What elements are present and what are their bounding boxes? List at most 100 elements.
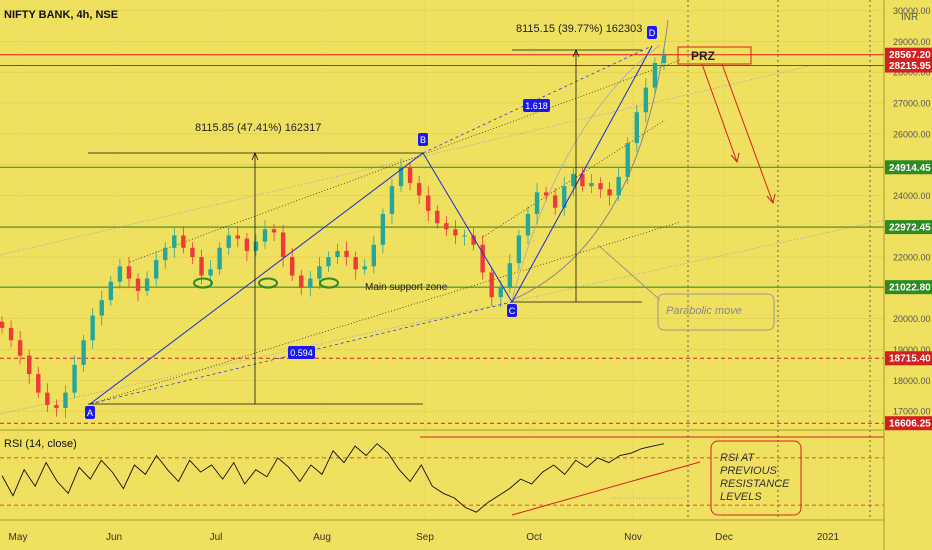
candle[interactable] — [371, 235, 377, 274]
candle[interactable] — [144, 271, 150, 297]
candle[interactable] — [634, 104, 639, 152]
candle-body — [235, 235, 240, 239]
candle[interactable] — [643, 78, 649, 123]
candle[interactable] — [598, 177, 603, 198]
candle[interactable] — [471, 228, 476, 251]
level-badge — [885, 280, 932, 295]
candle[interactable] — [543, 186, 549, 201]
candle-body — [380, 213, 386, 245]
candle[interactable] — [226, 228, 231, 255]
candle[interactable] — [326, 251, 331, 272]
candle[interactable] — [516, 229, 522, 271]
candle-body — [280, 232, 286, 258]
candle[interactable] — [90, 308, 95, 349]
candle-body — [8, 327, 14, 341]
candle[interactable] — [625, 137, 630, 185]
candle[interactable] — [552, 188, 558, 215]
candle[interactable] — [108, 276, 114, 306]
candle-body — [389, 186, 395, 214]
lower-trendline — [89, 221, 681, 405]
time-tick-label: Aug — [313, 532, 331, 543]
candle[interactable] — [308, 271, 313, 297]
time-axis[interactable]: May Jun Jul Aug Sep Oct Nov Dec 2021 — [0, 519, 884, 543]
candle[interactable] — [380, 208, 386, 254]
candle[interactable] — [389, 178, 395, 225]
candle[interactable] — [489, 266, 494, 306]
candle[interactable] — [344, 241, 349, 266]
candle[interactable] — [190, 242, 195, 265]
candle[interactable] — [126, 257, 132, 288]
candle[interactable] — [45, 383, 50, 413]
candle[interactable] — [407, 162, 413, 191]
candle[interactable] — [172, 228, 177, 258]
candle[interactable] — [398, 158, 404, 192]
candle[interactable] — [480, 235, 485, 280]
candle[interactable] — [426, 186, 431, 221]
candle[interactable] — [63, 385, 68, 419]
candle[interactable] — [416, 175, 422, 205]
candle[interactable] — [562, 176, 567, 217]
candle[interactable] — [289, 247, 295, 282]
candle[interactable] — [498, 280, 503, 308]
candle-body — [81, 340, 86, 365]
swing-label-box — [418, 133, 428, 146]
candle[interactable] — [99, 290, 104, 326]
candle[interactable] — [271, 223, 277, 242]
candle[interactable] — [507, 253, 513, 294]
candle[interactable] — [362, 258, 367, 275]
price-tick-label: 24000.00 — [893, 191, 931, 201]
candle[interactable] — [244, 233, 250, 262]
candle[interactable] — [580, 166, 585, 192]
candle[interactable] — [153, 250, 159, 286]
candle[interactable] — [444, 215, 449, 237]
price-tick-label: 22000.00 — [893, 253, 931, 263]
candle[interactable] — [135, 273, 141, 302]
candle[interactable] — [81, 334, 86, 372]
candlestick-series[interactable] — [0, 47, 667, 419]
support-touch-marker — [319, 277, 339, 289]
candle-body — [371, 244, 377, 267]
price-tick-label: 30000.00 — [893, 6, 931, 16]
candle[interactable] — [253, 234, 259, 257]
candle[interactable] — [462, 229, 467, 246]
candle[interactable] — [571, 168, 576, 197]
candle[interactable] — [163, 242, 168, 269]
candle[interactable] — [335, 243, 340, 265]
candle[interactable] — [280, 225, 286, 268]
candle-body — [580, 173, 585, 187]
candle[interactable] — [661, 47, 667, 71]
candle[interactable] — [616, 167, 621, 201]
candle[interactable] — [353, 251, 358, 280]
candle[interactable] — [72, 355, 77, 399]
candle[interactable] — [235, 226, 240, 248]
candle[interactable] — [435, 205, 440, 229]
candle[interactable] — [117, 258, 123, 289]
candle[interactable] — [299, 269, 304, 295]
candle[interactable] — [262, 220, 268, 249]
candle[interactable] — [54, 399, 59, 417]
time-tick-label: 2021 — [817, 532, 840, 543]
candle[interactable] — [652, 57, 658, 94]
candle[interactable] — [534, 183, 540, 225]
candle[interactable] — [8, 320, 14, 348]
candle[interactable] — [453, 220, 458, 245]
level-badge — [885, 351, 932, 366]
candle-body — [135, 278, 141, 291]
candle-body — [416, 183, 422, 196]
candle[interactable] — [525, 206, 531, 245]
forecast-arrowhead — [766, 193, 776, 205]
candle[interactable] — [217, 242, 222, 275]
price-tick-label: 28000.00 — [893, 68, 931, 78]
level-badge — [885, 220, 932, 235]
candle[interactable] — [181, 226, 186, 254]
candle[interactable] — [0, 316, 5, 334]
candle[interactable] — [17, 330, 23, 365]
candle[interactable] — [36, 366, 41, 399]
price-axis[interactable]: 17000.0018000.0019000.0020000.0021000.00… — [883, 0, 932, 550]
candle[interactable] — [589, 173, 594, 194]
candle[interactable] — [27, 350, 32, 385]
candle-body — [326, 257, 331, 267]
candle-body — [289, 257, 295, 276]
candle-body — [652, 62, 658, 88]
candle[interactable] — [607, 181, 612, 206]
